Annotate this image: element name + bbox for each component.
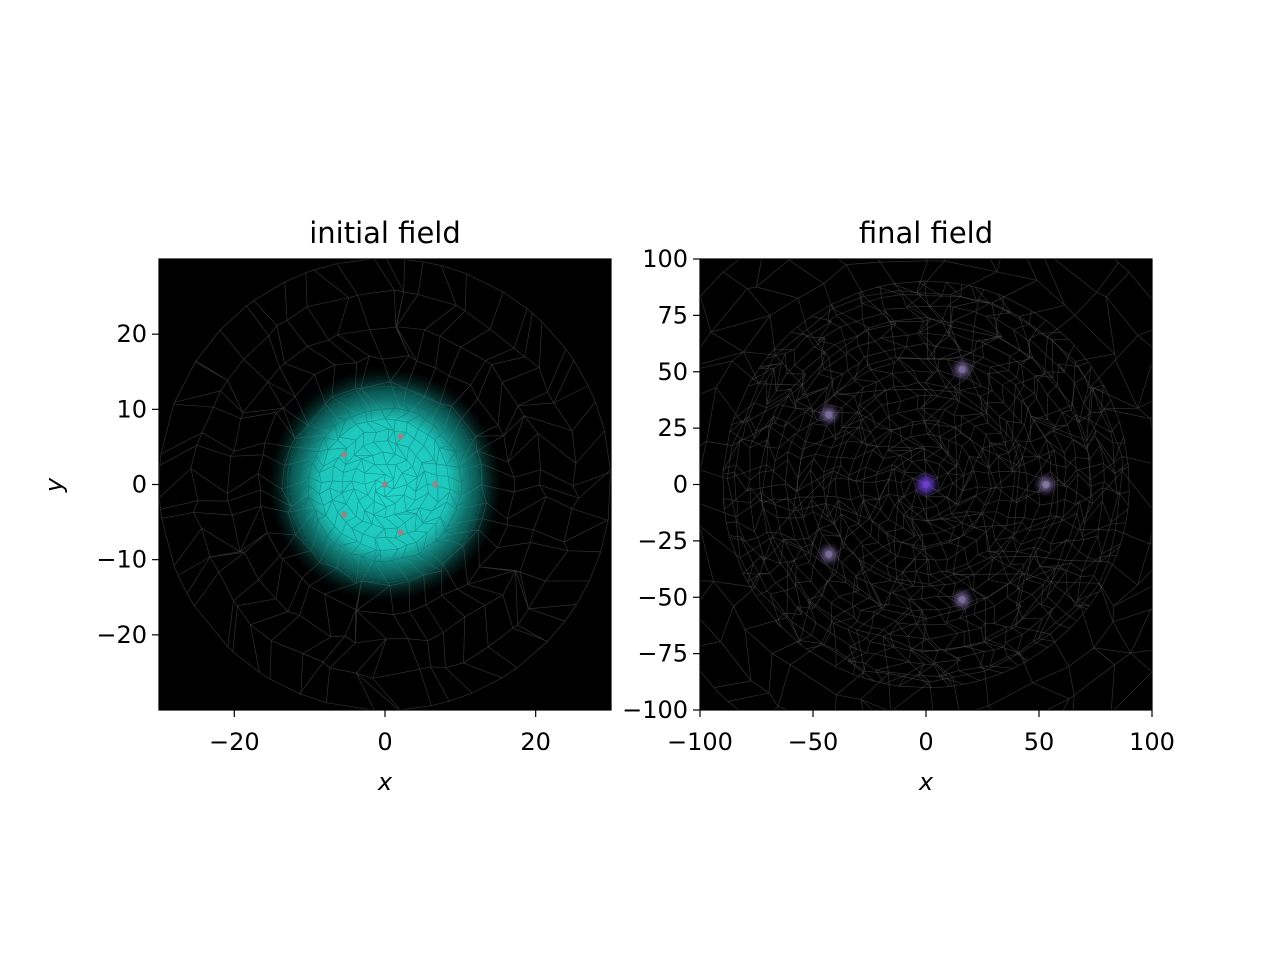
x-tick-label: −100 [667,728,733,756]
vortex-marker [341,511,348,518]
y-tick-label: 100 [642,245,688,273]
final-field-title: final field [859,216,993,250]
final-field-x-axis-label: x [918,768,934,796]
y-tick-label: −75 [637,640,688,668]
vortex-marker [397,433,405,440]
x-tick-label: 0 [377,728,392,756]
y-tick-label: 75 [657,301,688,329]
y-tick-label: 0 [132,471,147,499]
initial-field-title: initial field [309,216,461,250]
y-tick-label: 25 [657,414,688,442]
x-tick-label: 20 [520,728,551,756]
y-tick-label: 10 [116,395,147,423]
x-tick-label: 100 [1129,728,1175,756]
vortex-core [1042,481,1050,488]
x-tick-label: 0 [918,728,933,756]
vortex-core [825,411,833,419]
y-tick-label: −10 [96,546,147,574]
x-tick-label: −50 [788,728,839,756]
final-field-panel: −100 −50 0 50 100 −100 −75 −50 −25 0 25 50 75 100 fin… [622,216,1175,796]
vortex-marker [341,451,348,458]
mesh-lines [287,386,484,583]
initial-field-y-axis-label: y [40,477,68,493]
vortex-marker [397,529,405,536]
vortex-core [825,550,833,558]
mesh-lines [700,259,1152,710]
y-tick-label: 50 [657,358,688,386]
vortex-core [958,365,966,373]
y-tick-label: −20 [96,621,147,649]
y-tick-label: 20 [116,320,147,348]
y-tick-label: −50 [637,583,688,611]
x-tick-label: 50 [1024,728,1055,756]
y-tick-label: 0 [673,471,688,499]
vortex-core [958,596,966,604]
vortex-marker [381,481,389,488]
y-tick-label: −25 [637,527,688,555]
vortex-core [922,481,930,488]
y-tick-label: −100 [622,696,688,724]
initial-field-panel: −20 0 20 −20 −10 0 10 20 initial field x y [40,216,612,796]
x-tick-label: −20 [209,728,260,756]
vortex-marker [432,481,439,488]
initial-field-x-axis-label: x [377,768,393,796]
